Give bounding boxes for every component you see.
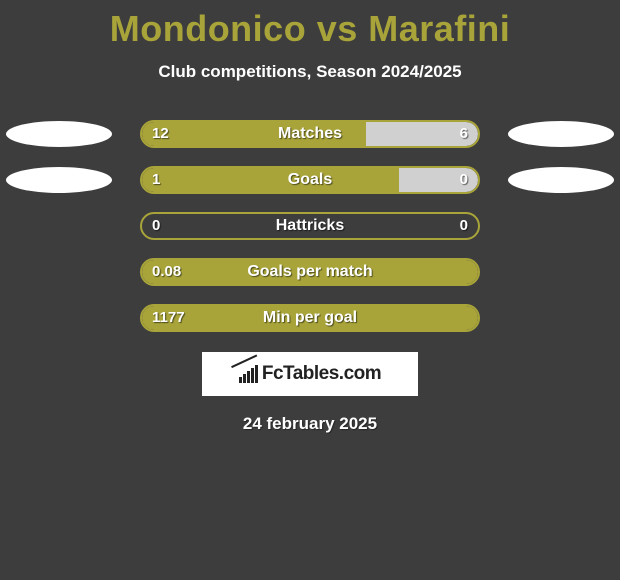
player-oval-left	[6, 121, 112, 147]
stat-value-left: 1	[152, 168, 160, 192]
stat-label: Goals	[142, 168, 478, 192]
stat-value-left: 1177	[152, 306, 185, 330]
stat-bar: Hattricks0 0	[140, 212, 480, 240]
comparison-infographic: Mondonico vs Marafini Club competitions,…	[0, 0, 620, 434]
stat-bar: Goals1 0	[140, 166, 480, 194]
stat-row: Min per goal1177	[0, 304, 620, 332]
stat-row: Hattricks0 0	[0, 212, 620, 240]
stat-label: Hattricks	[142, 214, 478, 238]
stat-row: Goals1 0	[0, 166, 620, 194]
stats-area: Matches126Goals10Hattricks00Goals per ma…	[0, 120, 620, 332]
stat-value-left: 12	[152, 122, 169, 146]
date-text: 24 february 2025	[0, 414, 620, 434]
stat-value-right: 0	[460, 214, 468, 238]
stat-bar: Min per goal1177	[140, 304, 480, 332]
stat-value-right: 6	[460, 122, 468, 146]
stat-label: Goals per match	[142, 260, 478, 284]
stat-value-left: 0	[152, 214, 160, 238]
stat-label: Matches	[142, 122, 478, 146]
brand-badge: FcTables.com	[202, 352, 418, 396]
player-oval-right	[508, 121, 614, 147]
brand-text: FcTables.com	[262, 363, 381, 385]
stat-row: Goals per match0.08	[0, 258, 620, 286]
stat-bar: Matches12 6	[140, 120, 480, 148]
stat-bar: Goals per match0.08	[140, 258, 480, 286]
page-title: Mondonico vs Marafini	[0, 8, 620, 50]
player-oval-left	[6, 167, 112, 193]
stat-value-right: 0	[460, 168, 468, 192]
subtitle: Club competitions, Season 2024/2025	[0, 62, 620, 82]
stat-label: Min per goal	[142, 306, 478, 330]
player-oval-right	[508, 167, 614, 193]
stat-value-left: 0.08	[152, 260, 181, 284]
stat-row: Matches12 6	[0, 120, 620, 148]
chart-icon	[239, 365, 258, 383]
